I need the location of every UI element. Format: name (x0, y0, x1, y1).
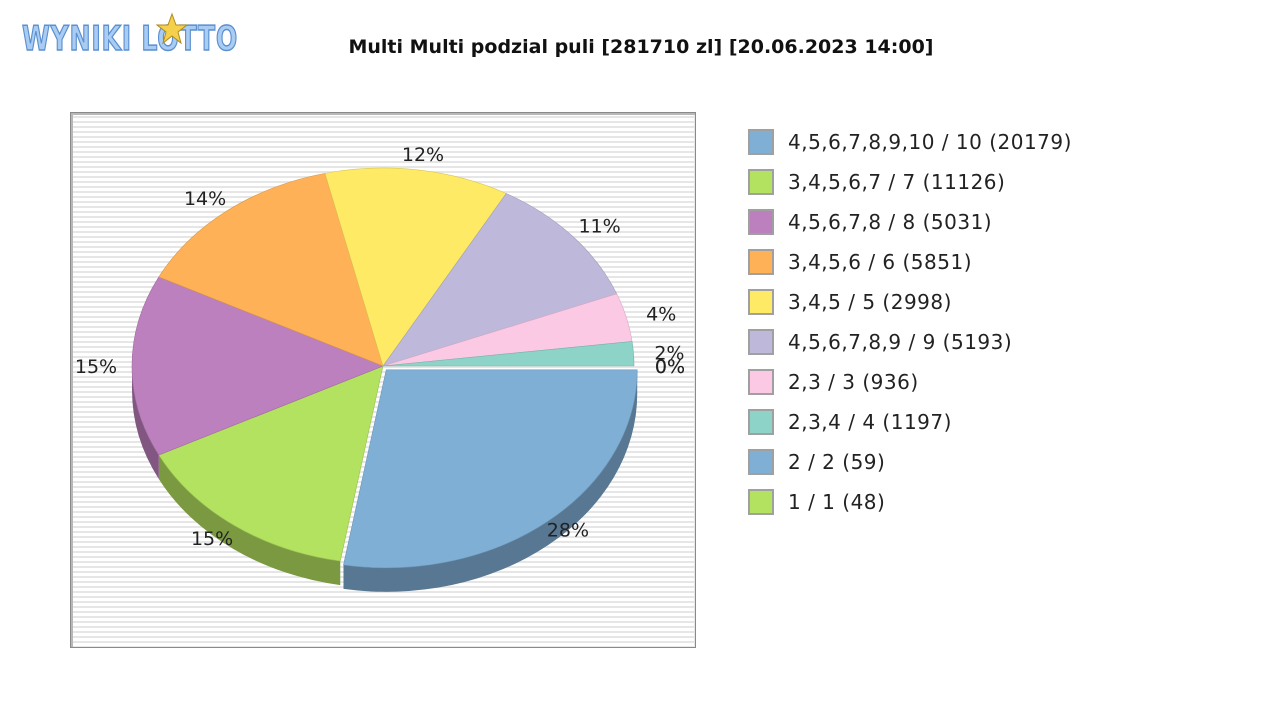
legend-label: 2 / 2 (59) (788, 450, 886, 474)
legend-label: 4,5,6,7,8 / 8 (5031) (788, 210, 993, 234)
chart-title: Multi Multi podzial puli [281710 zl] [20… (348, 36, 934, 58)
slice-percent-label: 15% (75, 356, 117, 378)
slice-percent-label: 11% (578, 216, 620, 238)
legend-label: 3,4,5 / 5 (2998) (788, 290, 952, 314)
legend-swatch (748, 249, 774, 275)
pie-slice (131, 276, 384, 456)
legend-swatch (748, 329, 774, 355)
legend-item: 2 / 2 (59) (748, 442, 1072, 482)
legend-swatch (748, 169, 774, 195)
logo-text: WYNIKI LOTTO (22, 19, 238, 59)
chart-legend: 4,5,6,7,8,9,10 / 10 (20179) 3,4,5,6,7 / 7… (748, 122, 1072, 522)
legend-label: 4,5,6,7,8,9 / 9 (5193) (788, 330, 1013, 354)
legend-swatch (748, 409, 774, 435)
slice-percent-label: 15% (191, 528, 233, 550)
legend-label: 3,4,5,6 / 6 (5851) (788, 250, 973, 274)
legend-swatch (748, 289, 774, 315)
legend-item: 3,4,5,6,7 / 7 (11126) (748, 162, 1072, 202)
pie-slice (382, 341, 635, 367)
slice-percent-label: 4% (646, 303, 676, 325)
slice-percent-label: 14% (184, 188, 226, 210)
legend-item: 2,3 / 3 (936) (748, 362, 1072, 402)
legend-swatch (748, 209, 774, 235)
pie-slice (324, 167, 507, 367)
legend-item: 2,3,4 / 4 (1197) (748, 402, 1072, 442)
logo-graphic: WYNIKI LOTTO (21, 12, 238, 60)
logo-star-icon (155, 12, 189, 45)
legend-item: 4,5,6,7,8,9,10 / 10 (20179) (748, 122, 1072, 162)
pie-slice (158, 173, 384, 367)
legend-item: 4,5,6,7,8 / 8 (5031) (748, 202, 1072, 242)
legend-item: 4,5,6,7,8,9 / 9 (5193) (748, 322, 1072, 362)
pie-slice (382, 193, 618, 367)
slice-percent-label: 0% (655, 356, 685, 378)
pie-slice-side (132, 366, 159, 480)
pie-slice (158, 365, 384, 562)
legend-label: 1 / 1 (48) (788, 490, 886, 514)
legend-label: 2,3,4 / 4 (1197) (788, 410, 952, 434)
legend-swatch (748, 489, 774, 515)
pie-slice-side (343, 369, 638, 592)
legend-swatch (748, 129, 774, 155)
legend-label: 2,3 / 3 (936) (788, 370, 919, 394)
slice-percent-label: 28% (547, 520, 589, 542)
slice-percent-label: 12% (402, 144, 444, 166)
slice-percent-label: 2% (654, 343, 684, 365)
legend-item: 3,4,5,6 / 6 (5851) (748, 242, 1072, 282)
wyniki-lotto-logo[interactable]: WYNIKI LOTTO (20, 10, 244, 60)
legend-label: 3,4,5,6,7 / 7 (11126) (788, 170, 1006, 194)
slice-percent-label: 0% (655, 356, 685, 378)
legend-label: 4,5,6,7,8,9,10 / 10 (20179) (788, 130, 1072, 154)
legend-item: 1 / 1 (48) (748, 482, 1072, 522)
legend-swatch (748, 449, 774, 475)
pie-slice (343, 369, 638, 569)
legend-swatch (748, 369, 774, 395)
pie-slice-side (158, 455, 341, 586)
legend-item: 3,4,5 / 5 (2998) (748, 282, 1072, 322)
